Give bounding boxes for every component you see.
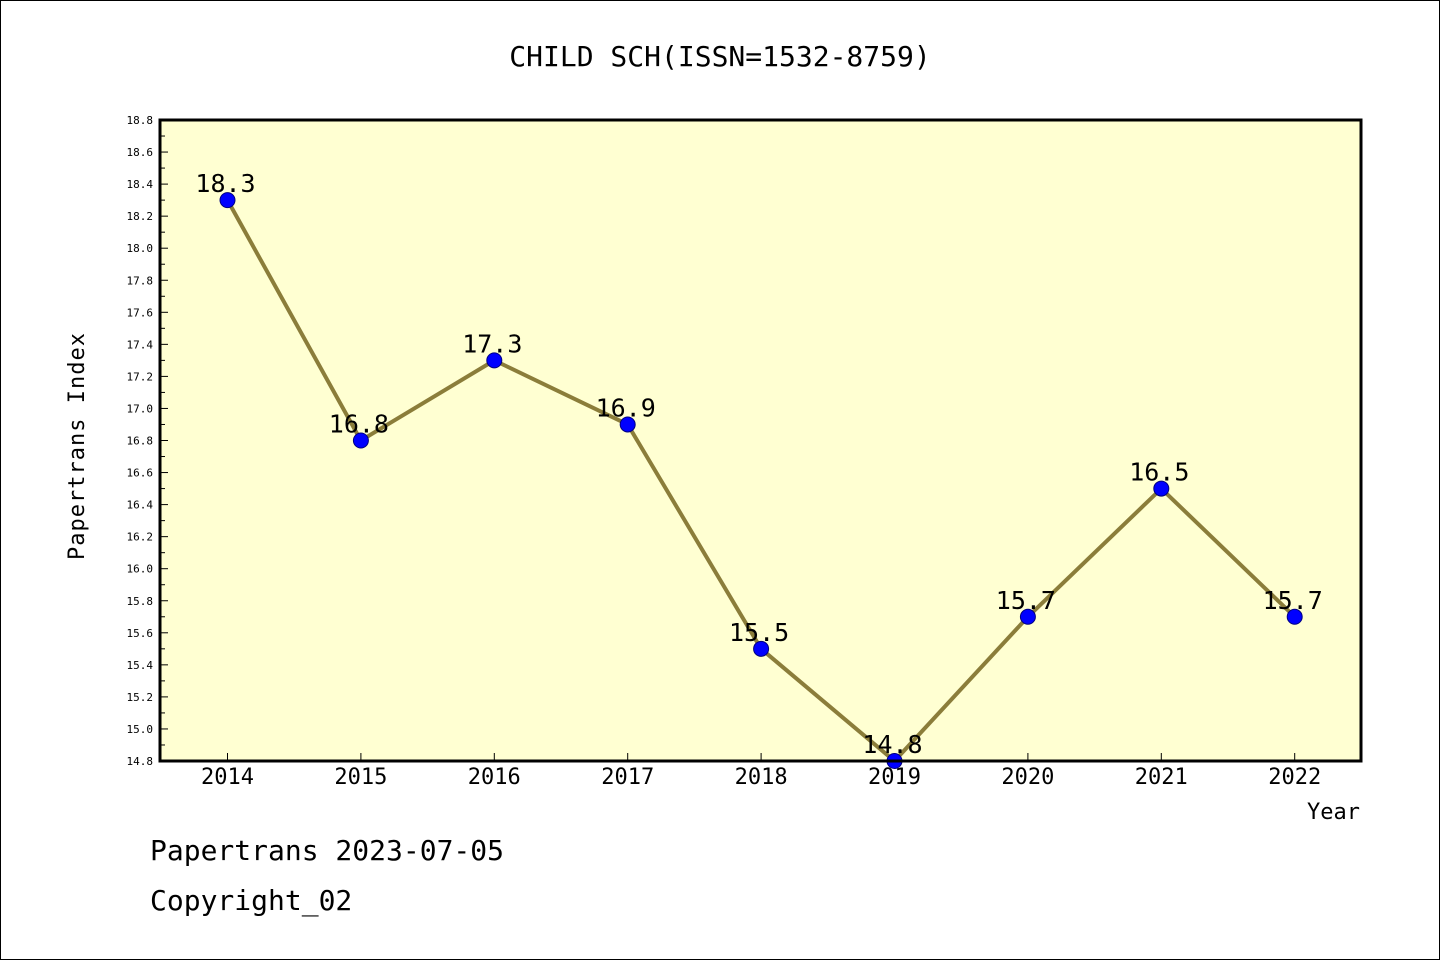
y-tick-label: 18.6 [127,146,154,159]
x-tick-label: 2021 [1135,765,1188,790]
y-tick-label: 16.2 [127,531,154,544]
data-point [219,192,236,209]
data-label: 16.5 [1129,458,1189,487]
y-tick-label: 15.0 [127,723,154,736]
data-point [352,432,369,449]
data-point [753,640,770,657]
data-label: 15.7 [996,586,1056,615]
plot-area [160,120,1361,761]
footer-copyright: Copyright_02 [150,884,353,917]
y-tick-label: 18.2 [127,210,154,223]
x-axis: 2014 2015 2016 2017 2018 2019 2020 2021 2022 [201,753,1321,790]
y-tick-label: 16.0 [127,563,154,576]
y-tick-label: 17.8 [127,274,154,287]
y-tick-label: 18.4 [127,178,154,191]
x-tick-label: 2014 [201,765,254,790]
data-label: 16.9 [596,393,656,422]
y-tick-label: 15.4 [127,659,154,672]
y-tick-label: 15.8 [127,595,154,608]
data-label-group: 18.3 16.8 17.3 16.9 15.5 14.8 15.7 16.5 15.7 [195,169,1322,759]
y-tick-label: 14.8 [127,755,154,768]
data-label: 17.3 [462,329,522,358]
data-label: 15.5 [729,618,789,647]
data-point [1019,608,1036,625]
data-label: 14.8 [862,730,922,759]
y-tick-label: 17.4 [127,338,154,351]
y-tick-label: 16.4 [127,499,154,512]
x-tick-label: 2015 [334,765,387,790]
y-tick-label: 15.2 [127,691,154,704]
x-tick-label: 2017 [601,765,654,790]
y-tick-label: 16.8 [127,435,154,448]
y-tick-label: 18.0 [127,242,154,255]
data-label: 15.7 [1263,586,1323,615]
plot-border [158,118,1363,763]
y-tick-label: 17.6 [127,306,154,319]
chart-title: CHILD SCH(ISSN=1532-8759) [509,40,930,73]
x-tick-label: 2022 [1268,765,1321,790]
x-tick-label: 2018 [735,765,788,790]
data-point [486,352,503,369]
x-axis-label: Year [1307,800,1360,825]
y-tick-label: 15.6 [127,627,154,640]
data-label: 18.3 [195,169,255,198]
y-tick-label: 16.6 [127,467,154,480]
y-axis-label: Papertrans Index [65,332,90,560]
y-tick-label: 17.2 [127,370,154,383]
data-point [619,416,636,433]
data-label: 16.8 [329,410,389,439]
x-tick-label: 2016 [468,765,521,790]
data-point [1153,480,1170,497]
footer-date: Papertrans 2023-07-05 [150,834,505,867]
data-point [1286,608,1303,625]
y-tick-label: 17.0 [127,402,154,415]
x-tick-label: 2020 [1001,765,1054,790]
x-tick-label: 2019 [868,765,921,790]
y-tick-label: 18.8 [127,114,154,127]
